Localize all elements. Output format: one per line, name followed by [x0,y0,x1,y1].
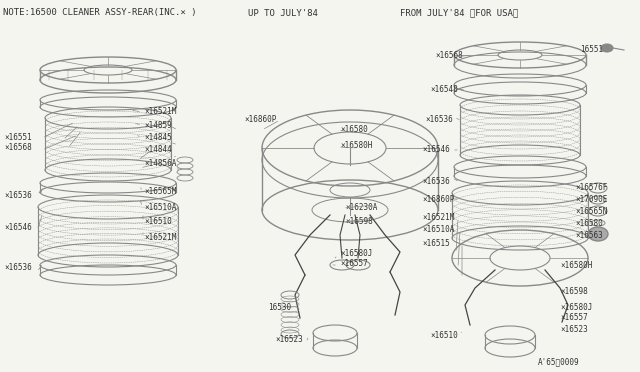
Text: ×14845: ×14845 [144,132,172,141]
Text: ×16515: ×16515 [422,238,450,247]
Text: 16551: 16551 [580,45,603,55]
Text: ×16510A: ×16510A [422,225,454,234]
Text: ×16598: ×16598 [345,218,372,227]
Text: ×16860P: ×16860P [244,115,276,125]
Text: ×14859: ×14859 [144,121,172,129]
Text: ×16580J: ×16580J [560,302,593,311]
Text: NOTE:16500 CLEANER ASSY-REAR(INC.× ): NOTE:16500 CLEANER ASSY-REAR(INC.× ) [3,9,196,17]
Text: ×16510: ×16510 [144,218,172,227]
Ellipse shape [588,227,608,241]
Text: ×16557: ×16557 [340,259,368,267]
Text: ×16563: ×16563 [575,231,603,241]
Text: ×16521M: ×16521M [144,108,177,116]
Text: ×16536: ×16536 [4,263,32,273]
Text: ×16580: ×16580 [575,219,603,228]
Text: ×16536: ×16536 [422,177,450,186]
Text: ×16546: ×16546 [422,145,450,154]
Text: ×14856A: ×14856A [144,158,177,167]
Text: ×16568: ×16568 [4,144,32,153]
Text: ×16860P: ×16860P [422,196,454,205]
Ellipse shape [601,44,613,52]
Text: ×16565N: ×16565N [575,208,607,217]
Text: ×16521M: ×16521M [144,232,177,241]
Text: ×14844: ×14844 [144,145,172,154]
Text: ×16557: ×16557 [560,314,588,323]
Text: ×16548: ×16548 [430,86,458,94]
Text: ×16598: ×16598 [560,288,588,296]
Text: ×16536: ×16536 [425,115,452,125]
Text: ×16551: ×16551 [4,134,32,142]
Text: ×16580J: ×16580J [340,248,372,257]
Text: ×16510: ×16510 [430,330,458,340]
Text: ×16523: ×16523 [275,336,303,344]
Text: ×16546: ×16546 [4,224,32,232]
Text: ×16580H: ×16580H [340,141,372,150]
Text: ×16230A: ×16230A [345,203,378,212]
Text: UP TO JULY'84: UP TO JULY'84 [248,9,318,17]
Text: ×16510A: ×16510A [144,202,177,212]
Text: ×16565M: ×16565M [144,187,177,196]
Text: 16530: 16530 [268,304,291,312]
Text: ×16580: ×16580 [340,125,368,135]
Text: FROM JULY'84 〈FOR USA〉: FROM JULY'84 〈FOR USA〉 [400,9,518,17]
Text: ×16576F: ×16576F [575,183,607,192]
Text: ×17090E: ×17090E [575,196,607,205]
Text: ×16536: ×16536 [4,190,32,199]
Text: ×16580H: ×16580H [560,260,593,269]
Text: ×16523: ×16523 [560,326,588,334]
Text: A'65：0009: A'65：0009 [538,357,580,366]
Text: ×16521M: ×16521M [422,214,454,222]
Text: ×16568: ×16568 [435,51,463,60]
